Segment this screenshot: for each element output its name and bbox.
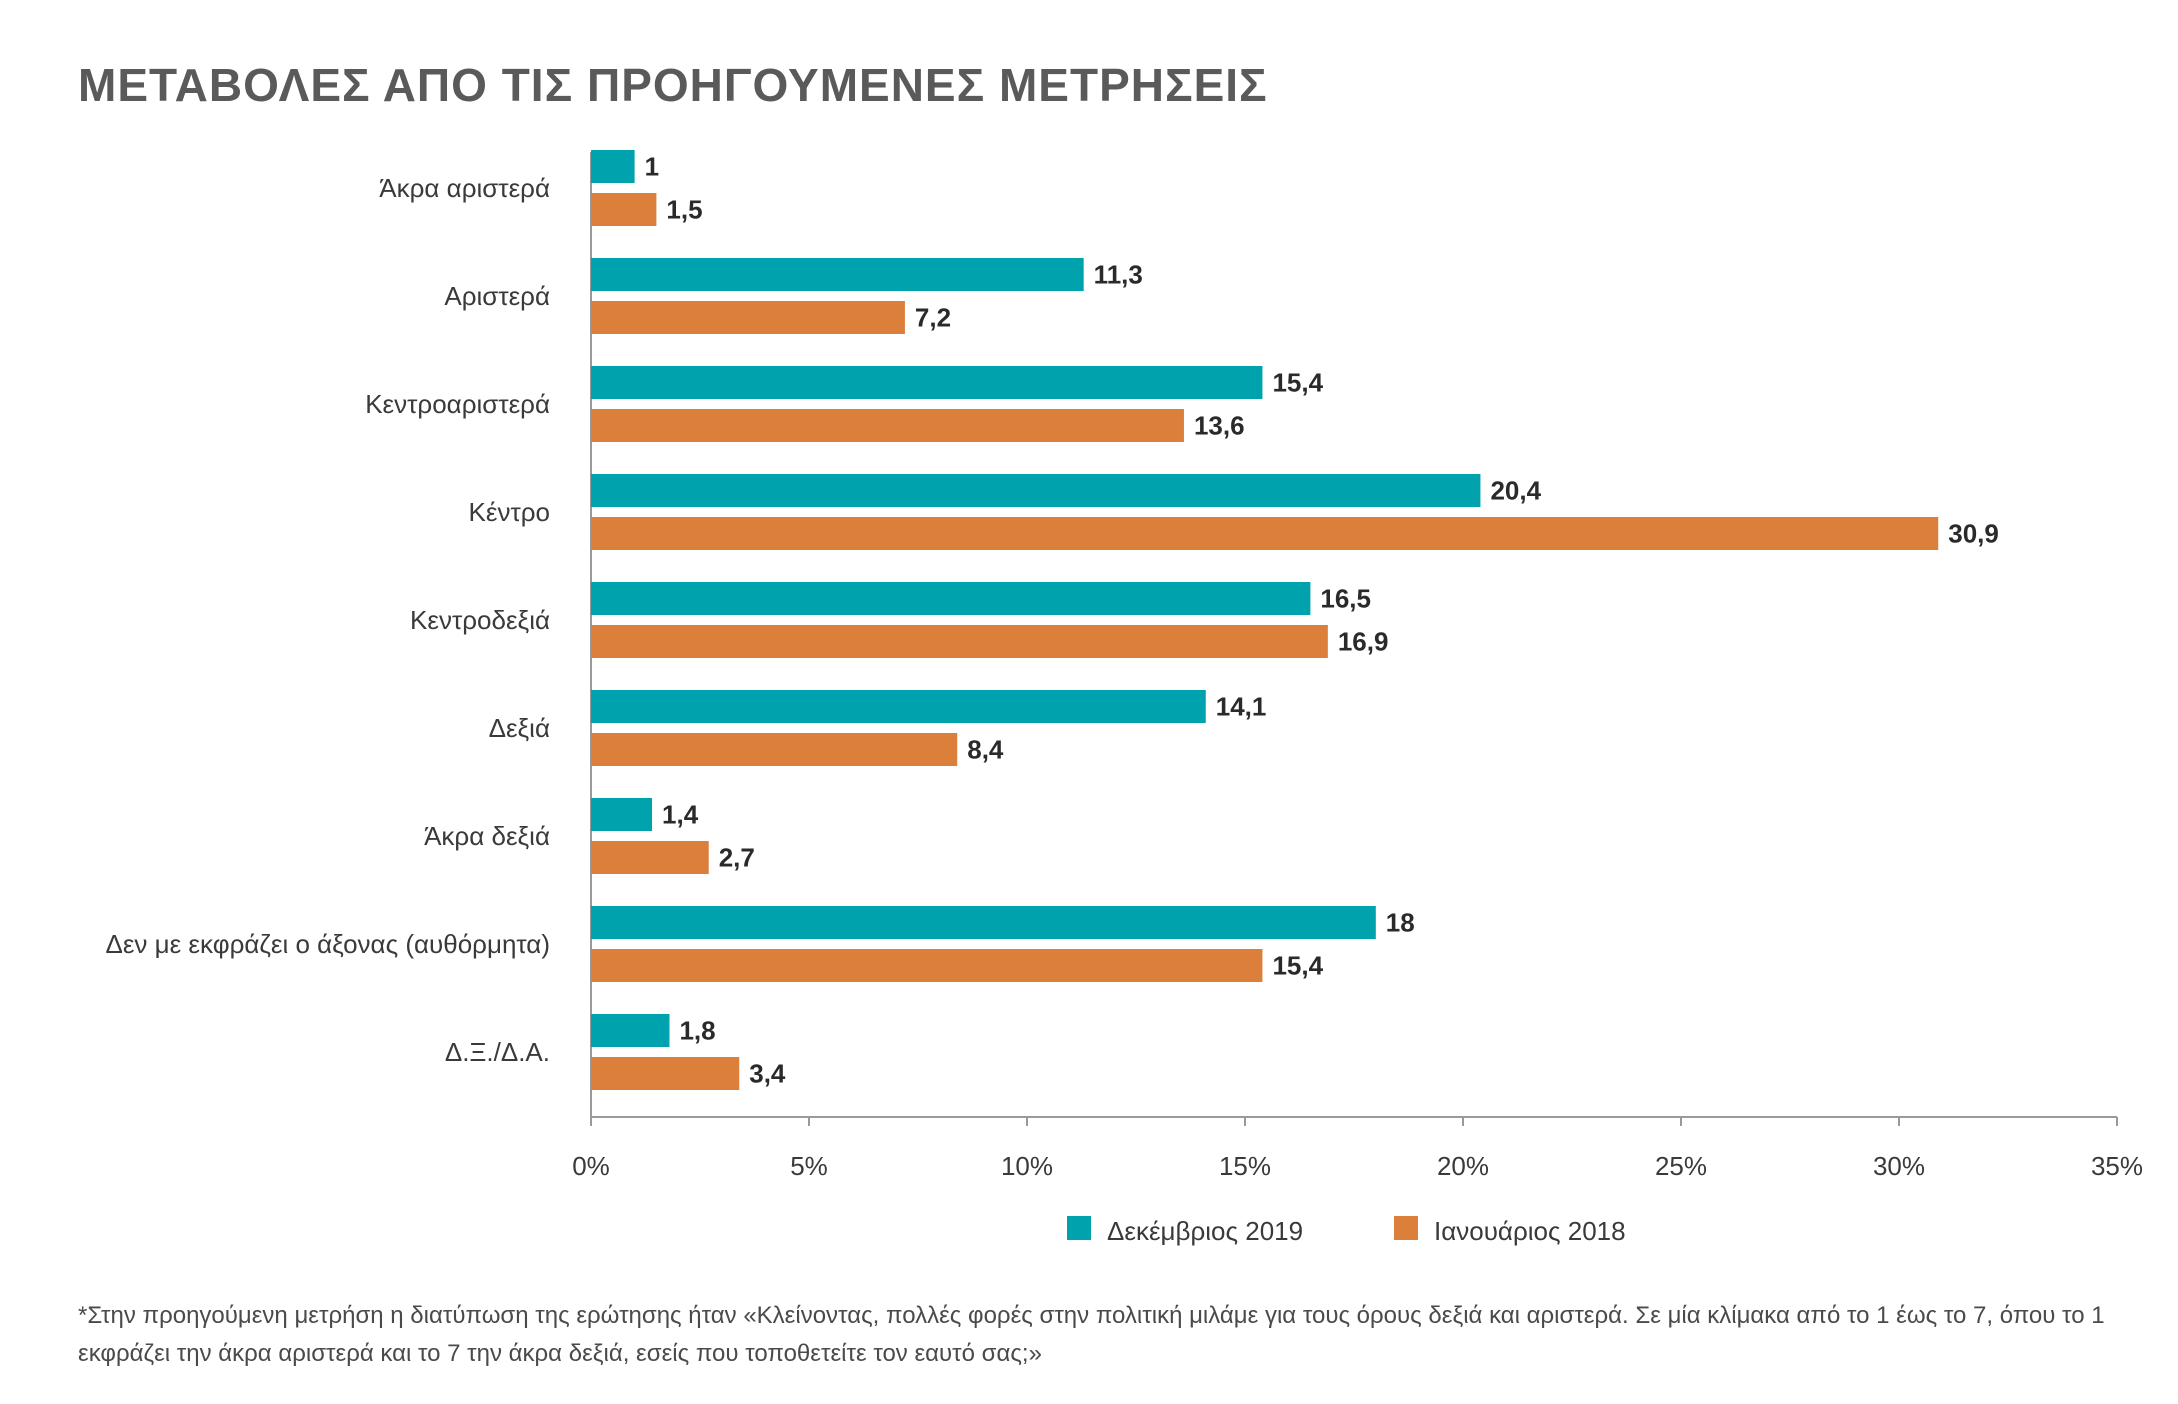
footnote: *Στην προηγούμενη μετρήση η διατύπωση τη…: [78, 1302, 2105, 1367]
legend-swatch: [1067, 1216, 1091, 1240]
bar: [591, 517, 1939, 550]
data-label: 14,1: [1216, 692, 1267, 722]
data-label: 3,4: [749, 1059, 786, 1089]
bar: [591, 1014, 670, 1047]
bar: [591, 841, 709, 874]
bar: [591, 733, 958, 766]
legend-label: Δεκέμβριος 2019: [1107, 1216, 1303, 1246]
bar: [591, 301, 905, 334]
category-label: Κεντροδεξιά: [410, 605, 550, 635]
x-tick-label: 30%: [1873, 1151, 1925, 1181]
bar: [591, 366, 1263, 399]
data-label: 16,9: [1338, 627, 1389, 657]
bar: [591, 409, 1184, 442]
bar: [591, 949, 1263, 982]
category-label: Δ.Ξ./Δ.Α.: [445, 1037, 550, 1067]
category-label: Δεν με εκφράζει ο άξονας (αυθόρμητα): [105, 929, 550, 959]
bar: [591, 474, 1481, 507]
data-label: 16,5: [1320, 584, 1371, 614]
chart-title: ΜΕΤΑΒΟΛΕΣ ΑΠΟ ΤΙΣ ΠΡΟΗΓΟΥΜΕΝΕΣ ΜΕΤΡΗΣΕΙΣ: [78, 59, 1268, 111]
bar: [591, 625, 1328, 658]
data-label: 18: [1386, 908, 1415, 938]
data-label: 1: [645, 152, 659, 182]
x-tick-label: 20%: [1437, 1151, 1489, 1181]
bar: [591, 193, 657, 226]
legend-label: Ιανουάριος 2018: [1434, 1216, 1626, 1246]
category-label: Αριστερά: [444, 281, 550, 311]
data-label: 30,9: [1948, 519, 1999, 549]
bar: [591, 798, 653, 831]
category-label: Άκρα δεξιά: [424, 821, 550, 851]
category-label: Κεντροαριστερά: [365, 389, 550, 419]
x-tick-label: 5%: [790, 1151, 828, 1181]
legend-swatch: [1394, 1216, 1418, 1240]
data-label: 7,2: [915, 303, 951, 333]
bar: [591, 1057, 740, 1090]
data-label: 13,6: [1194, 411, 1245, 441]
x-tick-label: 10%: [1001, 1151, 1053, 1181]
data-label: 2,7: [719, 843, 755, 873]
bar: [591, 258, 1084, 291]
x-tick-label: 0%: [572, 1151, 610, 1181]
bar: [591, 582, 1311, 615]
data-label: 15,4: [1272, 951, 1323, 981]
category-label: Κέντρο: [469, 497, 550, 527]
category-label: Άκρα αριστερά: [379, 173, 550, 203]
x-tick-label: 15%: [1219, 1151, 1271, 1181]
bar: [591, 150, 635, 183]
bar: [591, 906, 1376, 939]
data-label: 8,4: [967, 735, 1004, 765]
data-label: 1,8: [679, 1016, 715, 1046]
bar: [591, 690, 1206, 723]
x-tick-label: 25%: [1655, 1151, 1707, 1181]
x-tick-label: 35%: [2091, 1151, 2143, 1181]
data-label: 11,3: [1094, 260, 1143, 290]
data-label: 15,4: [1272, 368, 1323, 398]
data-label: 1,5: [666, 195, 702, 225]
data-label: 20,4: [1490, 476, 1541, 506]
data-label: 1,4: [662, 800, 699, 830]
category-label: Δεξιά: [489, 713, 550, 743]
